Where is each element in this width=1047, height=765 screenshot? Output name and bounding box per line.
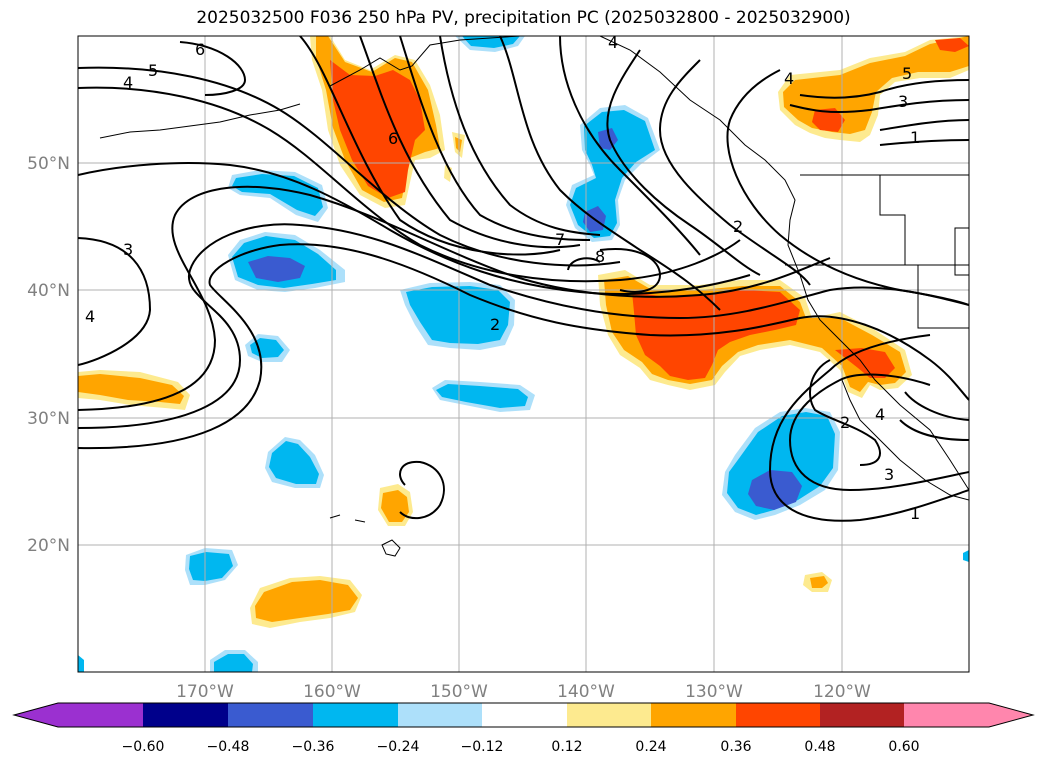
colorbar-tick-label: 0.24 xyxy=(635,739,666,755)
contour-label: 5 xyxy=(148,61,158,80)
colorbar-bin xyxy=(567,703,651,727)
contour-label: 1 xyxy=(910,128,920,147)
colorbar-bin xyxy=(313,703,398,727)
contour-label: 6 xyxy=(388,129,398,148)
lon-label: 120°W xyxy=(813,682,871,702)
colorbar-bin xyxy=(904,703,989,727)
colorbar-tick-label: −0.12 xyxy=(461,739,504,755)
contour-label: 1 xyxy=(910,504,920,523)
lon-label: 150°W xyxy=(430,682,488,702)
colorbar-bin xyxy=(651,703,736,727)
colorbar-bin xyxy=(736,703,820,727)
lat-label: 40°N xyxy=(27,281,70,301)
colorbar-bin xyxy=(143,703,228,727)
pv-contour-labels: 6 5 4 4 6 3 4 7 8 2 2 1 2 4 5 3 3 1 4 xyxy=(85,33,920,523)
contour-label: 4 xyxy=(85,307,95,326)
contour-label: 4 xyxy=(784,69,794,88)
colorbar-tick-label: −0.60 xyxy=(122,739,165,755)
lat-label: 30°N xyxy=(27,409,70,429)
lon-label: 140°W xyxy=(557,682,615,702)
lat-label: 50°N xyxy=(27,154,70,174)
contour-label: 3 xyxy=(884,465,894,484)
map-frame xyxy=(77,35,970,673)
colorbar-bin xyxy=(820,703,904,727)
map-panel: 6 5 4 4 6 3 4 7 8 2 2 1 2 4 5 3 3 1 4 xyxy=(78,33,969,672)
colorbar-extend-high xyxy=(989,703,1033,727)
lon-label: 130°W xyxy=(685,682,743,702)
contour-label: 4 xyxy=(123,73,133,92)
contour-label: 3 xyxy=(898,92,908,111)
latitude-labels: 50°N 40°N 30°N 20°N xyxy=(27,154,70,556)
contour-label: 3 xyxy=(123,240,133,259)
colorbar-bin xyxy=(228,703,313,727)
colorbar-extend-low xyxy=(14,703,58,727)
figure-title: 2025032500 F036 250 hPa PV, precipitatio… xyxy=(196,8,851,28)
colorbar-tick-label: 0.12 xyxy=(551,739,582,755)
colorbar-bin xyxy=(58,703,143,727)
lon-label: 160°W xyxy=(303,682,361,702)
lon-label: 170°W xyxy=(176,682,234,702)
contour-label: 7 xyxy=(555,230,565,249)
colorbar-bin xyxy=(398,703,482,727)
contour-label: 5 xyxy=(902,64,912,83)
contour-label: 4 xyxy=(608,33,618,52)
coastlines xyxy=(99,36,969,557)
longitude-labels: 170°W 160°W 150°W 140°W 130°W 120°W xyxy=(176,682,871,702)
colorbar-tick-label: −0.36 xyxy=(292,739,335,755)
contour-label: 6 xyxy=(195,40,205,59)
contour-label: 8 xyxy=(595,247,605,266)
pv-contours xyxy=(78,36,969,522)
colorbar-tick-label: −0.48 xyxy=(207,739,250,755)
contour-label: 4 xyxy=(875,405,885,424)
colorbar-tick-label: −0.24 xyxy=(377,739,420,755)
colorbar-bin xyxy=(482,703,567,727)
contour-label: 2 xyxy=(490,315,500,334)
contour-label: 2 xyxy=(733,217,743,236)
colorbar: −0.60 −0.48 −0.36 −0.24 −0.12 0.12 0.24 … xyxy=(12,702,1035,755)
contour-label: 2 xyxy=(840,413,850,432)
graticule xyxy=(78,36,969,672)
colorbar-tick-label: 0.60 xyxy=(888,739,919,755)
lat-label: 20°N xyxy=(27,536,70,556)
colorbar-tick-label: 0.48 xyxy=(804,739,835,755)
colorbar-tick-label: 0.36 xyxy=(720,739,751,755)
